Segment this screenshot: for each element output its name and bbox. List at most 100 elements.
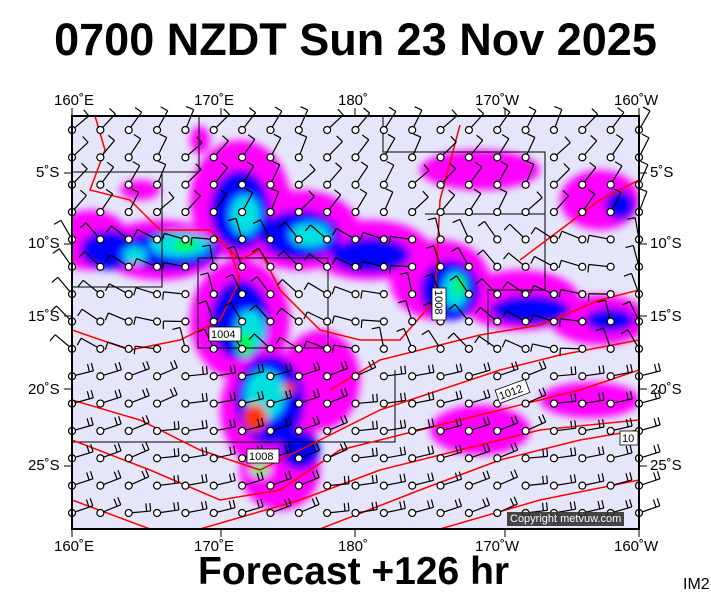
wind-barb	[96, 188, 114, 217]
wind-barb	[200, 272, 218, 299]
wind-barb	[493, 161, 509, 189]
wind-barb	[436, 417, 463, 436]
wind-barb	[351, 107, 371, 135]
precip-blob	[490, 295, 570, 325]
wind-barb	[493, 469, 519, 490]
wind-barb	[304, 224, 332, 244]
wind-barb	[477, 220, 502, 244]
wind-barb	[408, 499, 435, 518]
wind-barb	[209, 418, 236, 436]
wind-barb	[105, 254, 133, 271]
wind-barb	[162, 290, 190, 300]
wind-barb	[634, 389, 661, 408]
wind-barb	[558, 259, 587, 271]
wind-barb	[408, 164, 430, 189]
wind-barb	[493, 496, 518, 518]
wind-barb	[104, 312, 133, 326]
wind-barb	[294, 469, 320, 490]
wind-barb	[389, 262, 417, 274]
top-lon-label: 160˚E	[54, 92, 95, 109]
wind-barb	[530, 343, 559, 353]
wind-barb	[351, 447, 378, 463]
wind-barb	[96, 388, 122, 408]
wind-barb	[248, 333, 275, 353]
wind-barb	[104, 283, 133, 299]
wind-barb	[162, 317, 190, 330]
wind-barb	[493, 188, 508, 217]
wind-barb	[96, 161, 115, 189]
wind-barb	[304, 253, 332, 271]
wind-barb	[96, 443, 122, 463]
wind-barb	[181, 500, 208, 518]
wind-barb	[521, 106, 537, 135]
left-lat-label: 5˚S	[36, 164, 60, 181]
precip-blob	[284, 382, 296, 394]
wind-barb	[549, 163, 570, 189]
wind-barb	[521, 191, 543, 217]
wind-barb	[379, 365, 407, 381]
wind-barb	[96, 108, 116, 135]
wind-barb	[448, 303, 473, 326]
isobar-line	[72, 339, 639, 471]
wind-barb	[351, 474, 378, 490]
wind-barb	[152, 474, 180, 490]
wind-barb	[436, 162, 456, 189]
wind-barb	[124, 360, 150, 381]
precip-blob	[123, 247, 147, 263]
wind-barb	[79, 222, 105, 244]
wind-barb	[474, 335, 502, 353]
precip-blob	[430, 405, 530, 455]
wind-barb	[250, 276, 275, 299]
wind-barb	[558, 230, 587, 244]
forecast-hour: Forecast +126 hr	[198, 550, 510, 593]
wind-barb	[238, 390, 265, 408]
wind-barb	[181, 473, 208, 490]
wind-barb	[452, 218, 473, 244]
wind-barb	[379, 446, 407, 463]
wind-barb	[450, 247, 473, 271]
wind-barb	[475, 278, 502, 299]
wind-barb	[275, 336, 303, 353]
wind-barb	[161, 261, 190, 271]
wind-barb	[408, 418, 435, 436]
isobar-line	[329, 289, 639, 391]
wind-stations	[49, 106, 661, 518]
wind-barb	[331, 256, 360, 271]
wind-barb	[96, 470, 122, 490]
wind-barb	[152, 501, 180, 518]
wind-barb	[530, 284, 559, 299]
wind-barb	[323, 360, 349, 381]
wind-barb	[436, 498, 463, 518]
wind-barb	[266, 470, 292, 490]
wind-barb	[124, 415, 150, 436]
wind-barb	[530, 226, 559, 244]
wind-barb	[464, 443, 491, 463]
wind-barb	[436, 390, 463, 408]
wind-barb	[294, 163, 316, 189]
wind-barb	[464, 188, 482, 217]
wind-barb	[464, 362, 491, 381]
wind-barb	[464, 497, 490, 518]
wind-barb	[331, 286, 360, 299]
wind-barb	[105, 225, 133, 244]
wind-barb	[597, 299, 615, 326]
wind-barb	[209, 135, 229, 162]
wind-barb	[606, 445, 633, 463]
wind-barb	[606, 188, 622, 217]
wind-barb	[124, 503, 152, 518]
wind-barb	[397, 299, 417, 326]
wind-barb	[436, 471, 463, 490]
bottom-lon-label: 160˚E	[54, 538, 95, 555]
wind-barb	[172, 326, 190, 353]
wind-barb	[503, 252, 530, 271]
precip-blob	[230, 195, 260, 235]
wind-barb	[521, 387, 547, 408]
wind-barb	[493, 442, 519, 463]
wind-barb	[96, 134, 115, 162]
bottom-lon-label: 170˚E	[194, 538, 235, 555]
wind-barb	[408, 445, 435, 463]
wind-barb	[181, 365, 208, 381]
isobar-line	[439, 479, 639, 529]
precip-blob	[330, 237, 410, 273]
isobar-label: 1008	[246, 448, 280, 464]
